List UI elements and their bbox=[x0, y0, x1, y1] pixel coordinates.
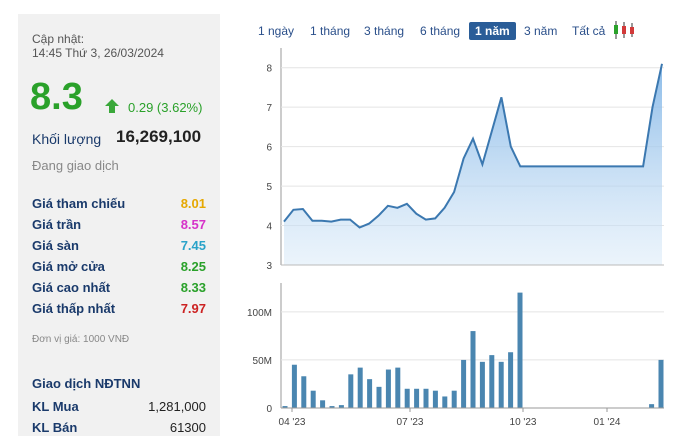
detail-value: 8.25 bbox=[180, 259, 206, 274]
x-tick-label: 01 '24 bbox=[594, 417, 621, 428]
update-time: 14:45 Thứ 3, 26/03/2024 bbox=[32, 46, 164, 60]
detail-value: 8.57 bbox=[180, 217, 206, 232]
tab-6-months[interactable]: 6 tháng bbox=[420, 24, 461, 38]
detail-label: Giá sàn bbox=[32, 238, 79, 253]
volume-tick-label: 50M bbox=[253, 356, 272, 367]
detail-row: Giá trần 8.57 bbox=[18, 217, 220, 238]
detail-label: Giá trần bbox=[32, 217, 82, 232]
quote-panel: Cập nhật: 14:45 Thứ 3, 26/03/2024 8.3 0.… bbox=[18, 14, 220, 436]
unit-note: Đơn vị giá: 1000 VNĐ bbox=[32, 334, 130, 345]
volume-bar bbox=[329, 406, 335, 408]
foreign-value: 1,281,000 bbox=[148, 399, 206, 414]
detail-label: Giá thấp nhất bbox=[32, 301, 116, 316]
volume-bar bbox=[432, 390, 438, 408]
volume-bar bbox=[479, 361, 485, 408]
volume-tick-label: 100M bbox=[247, 308, 272, 319]
volume-bar bbox=[470, 331, 476, 408]
tab-1-month[interactable]: 1 tháng bbox=[310, 24, 351, 38]
price-area bbox=[284, 63, 662, 265]
volume-bar bbox=[498, 361, 504, 408]
volume-bar bbox=[423, 388, 429, 408]
volume-bar bbox=[282, 406, 288, 408]
x-tick-label: 07 '23 bbox=[397, 417, 424, 428]
tab-3-years[interactable]: 3 năm bbox=[524, 24, 558, 38]
volume-bar bbox=[414, 388, 420, 408]
volume-label: Khối lượng bbox=[32, 131, 102, 147]
detail-row: Giá thấp nhất 7.97 bbox=[18, 301, 220, 322]
detail-label: Giá mở cửa bbox=[32, 259, 105, 274]
current-price: 8.3 bbox=[30, 76, 83, 118]
tab-1-day[interactable]: 1 ngày bbox=[258, 24, 295, 38]
foreign-value: 61300 bbox=[169, 420, 206, 435]
detail-row: Giá sàn 7.45 bbox=[18, 238, 220, 259]
detail-label: Giá tham chiếu bbox=[32, 196, 126, 211]
detail-label: Giá cao nhất bbox=[32, 280, 111, 295]
price-details: Giá tham chiếu 8.01 Giá trần 8.57 Giá sàn 7… bbox=[18, 196, 220, 322]
foreign-trade-title: Giao dịch NĐTNN bbox=[32, 376, 141, 391]
foreign-row: KL Mua 1,281,000 bbox=[18, 399, 220, 419]
volume-bar bbox=[461, 359, 467, 408]
volume-bar bbox=[376, 386, 382, 408]
price-tick-label: 4 bbox=[266, 222, 272, 233]
volume-bar bbox=[367, 379, 373, 408]
price-tick-label: 6 bbox=[266, 143, 272, 154]
volume-bar bbox=[451, 390, 457, 408]
volume-bar bbox=[310, 390, 316, 408]
volume-bar bbox=[385, 369, 391, 408]
x-tick-label: 04 '23 bbox=[279, 417, 306, 428]
volume-bar bbox=[301, 376, 307, 408]
detail-value: 8.33 bbox=[180, 280, 206, 295]
volume-bar bbox=[649, 404, 655, 408]
volume-bar bbox=[508, 352, 514, 408]
volume-bar bbox=[338, 405, 344, 408]
volume-bar bbox=[442, 396, 448, 408]
detail-value: 8.01 bbox=[180, 196, 206, 211]
arrow-up-icon bbox=[105, 99, 119, 113]
price-tick-label: 5 bbox=[266, 182, 272, 193]
detail-row: Giá mở cửa 8.25 bbox=[18, 259, 220, 280]
volume-bar bbox=[395, 367, 401, 408]
price-tick-label: 3 bbox=[266, 261, 272, 272]
foreign-label: KL Bán bbox=[32, 420, 78, 435]
volume-bar bbox=[404, 388, 410, 408]
volume-bar bbox=[357, 367, 363, 408]
volume-value: 16,269,100 bbox=[116, 127, 202, 146]
update-label: Cập nhật: bbox=[32, 32, 85, 46]
trading-status: Đang giao dịch bbox=[32, 158, 119, 173]
price-tick-label: 7 bbox=[266, 103, 272, 114]
price-line bbox=[283, 63, 663, 229]
volume-bar bbox=[658, 359, 664, 408]
volume-bar bbox=[320, 400, 326, 408]
foreign-label: KL Mua bbox=[32, 399, 79, 414]
tab-3-months[interactable]: 3 tháng bbox=[364, 24, 405, 38]
price-tick-label: 8 bbox=[266, 64, 272, 75]
price-change: 0.29 (3.62%) bbox=[128, 100, 203, 115]
detail-row: Giá tham chiếu 8.01 bbox=[18, 196, 220, 217]
tab-1-year[interactable]: 1 năm bbox=[469, 22, 516, 40]
tab-all[interactable]: Tất cả bbox=[572, 24, 606, 38]
volume-bar bbox=[348, 374, 354, 408]
candlestick-icon[interactable] bbox=[612, 20, 636, 40]
x-tick-label: 10 '23 bbox=[510, 417, 537, 428]
detail-value: 7.97 bbox=[180, 301, 206, 316]
volume-bar bbox=[291, 364, 297, 408]
detail-row: Giá cao nhất 8.33 bbox=[18, 280, 220, 301]
detail-value: 7.45 bbox=[180, 238, 206, 253]
foreign-row: KL Bán 61300 bbox=[18, 420, 220, 440]
volume-tick-label: 0 bbox=[266, 404, 272, 415]
volume-bar bbox=[517, 292, 523, 408]
volume-bar bbox=[489, 355, 495, 408]
